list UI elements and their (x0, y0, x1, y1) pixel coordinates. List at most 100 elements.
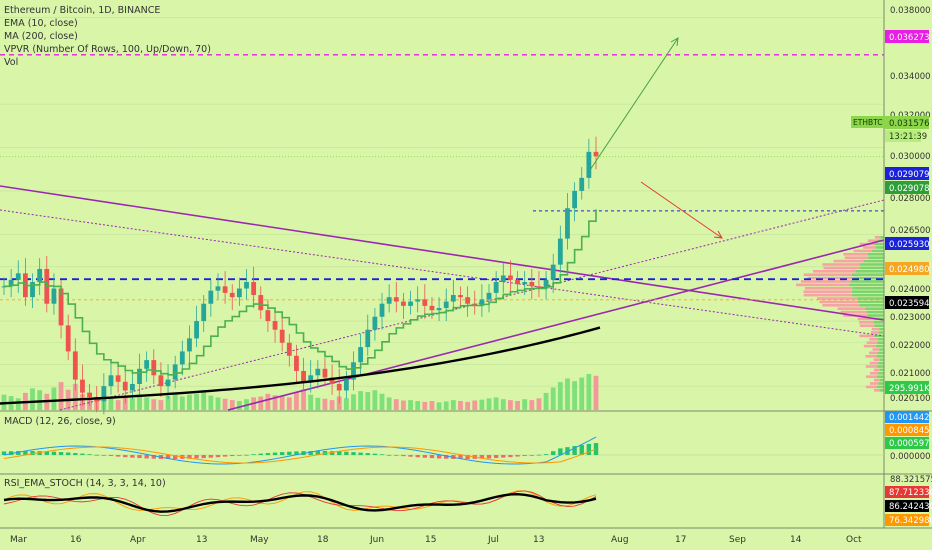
vpvr-bar-down (859, 321, 875, 324)
candle-body (443, 301, 449, 309)
candle-body (108, 375, 114, 387)
volume-bar (179, 396, 185, 410)
volume-bar (472, 400, 478, 410)
volume-bar (258, 396, 264, 410)
time-tick: Sep (729, 535, 746, 545)
symbol-title[interactable]: Ethereum / Bitcoin, 1D, BINANCE (4, 5, 160, 16)
target-badge-text: 0.036273 (889, 33, 930, 43)
macd-histogram-bar (329, 451, 335, 455)
volume-bar (215, 397, 221, 410)
volume-bar (515, 401, 520, 410)
time-tick: Aug (611, 535, 629, 545)
candle-body (151, 360, 157, 376)
candle-body (543, 279, 549, 289)
symbol-tag-text: ETHBTC (853, 118, 882, 127)
vpvr-bar-up (855, 270, 884, 273)
candle-body (158, 375, 164, 387)
rsi-pane (3, 490, 597, 516)
volume-bar (30, 388, 35, 410)
descending-trendline (0, 185, 885, 321)
candle-body (372, 316, 378, 330)
volume-bar (408, 400, 413, 410)
macd-histogram-bar (579, 444, 584, 455)
volume-bar (529, 400, 535, 410)
vpvr-bar-down (865, 365, 877, 368)
countdown-badge (885, 130, 921, 142)
macd-histogram-bar (222, 455, 228, 457)
candle-body (343, 379, 349, 391)
volume-bar (593, 375, 599, 410)
candle-body (80, 379, 85, 393)
volume-bar (115, 400, 121, 410)
macd-legend[interactable]: MACD (12, 26, close, 9) (4, 416, 116, 427)
vpvr-bar-up (878, 382, 884, 385)
last-price-text: 0.031576 (889, 119, 930, 129)
macd-histogram-bar (436, 455, 442, 459)
time-axis[interactable]: Mar 16 Apr 13 May 18 Jun 15 Jul 13 Aug 1… (10, 535, 862, 545)
volume-profile (796, 236, 884, 392)
rsi-legend[interactable]: RSI_EMA_STOCH (14, 3, 3, 14, 10) (4, 478, 166, 489)
candle-body (429, 305, 435, 311)
price-tick: 0.022000 (890, 341, 931, 351)
candle-body (486, 292, 492, 300)
legend-ma[interactable]: MA (200, close) (4, 31, 78, 42)
volume-bar (129, 398, 135, 410)
macd-histogram-bar (101, 455, 107, 456)
legend-vpvr[interactable]: VPVR (Number Of Rows, 100, Up/Down, 70) (4, 44, 211, 55)
grid-lines (0, 17, 884, 387)
macd-histogram-bar (465, 455, 470, 459)
vpvr-bar-down (822, 304, 860, 307)
volume-bar (236, 401, 242, 410)
macd-histogram-bar (30, 451, 35, 455)
candle-body (565, 208, 570, 239)
vpvr-bar-up (851, 293, 884, 297)
volume-bar (144, 397, 150, 410)
time-tick: 14 (790, 535, 802, 545)
candle-body (294, 355, 299, 371)
vpvr-bar-up (851, 290, 884, 293)
volume-bar (165, 396, 171, 410)
histogram-badge-text: 0.000597 (889, 439, 930, 449)
rsi-badge-orange-text: 76.342980 (889, 516, 932, 526)
macd-histogram-bar (429, 455, 435, 459)
ma-badge-text: 0.023594 (889, 299, 930, 309)
candle-body (315, 368, 321, 376)
symbol-tag (851, 116, 885, 128)
volume-bar (37, 390, 43, 410)
vpvr-bar-down (865, 375, 877, 378)
legend-ema[interactable]: EMA (10, close) (4, 18, 78, 29)
vpvr-bar-up (874, 242, 884, 246)
vpvr-bar-up (876, 375, 884, 378)
volume-bar (565, 378, 570, 410)
rsi-ema-line (3, 493, 597, 513)
candle-body (386, 297, 392, 304)
time-tick: 17 (675, 535, 686, 545)
candle-body (172, 364, 178, 380)
time-tick: Mar (10, 535, 27, 545)
macd-histogram-bar (265, 453, 271, 455)
time-tick: Apr (130, 535, 146, 545)
horizontal-badge-text: 0.024980 (889, 265, 930, 275)
volume-bar (51, 387, 57, 410)
countdown-text: 13:21:39 (889, 132, 927, 142)
volume-bar (479, 399, 485, 410)
legend-vol[interactable]: Vol (4, 57, 18, 68)
volume-bar (272, 395, 278, 410)
macd-histogram-bar (123, 455, 128, 458)
macd-histogram-bar (515, 455, 520, 457)
vpvr-bar-up (875, 344, 884, 348)
vpvr-bar-down (857, 317, 874, 321)
candle-body (272, 321, 278, 330)
vpvr-bar-up (876, 385, 884, 389)
time-tick: Jul (487, 535, 499, 545)
vpvr-bar-down (796, 283, 849, 287)
candle-body (72, 351, 78, 380)
macd-histogram-bar (444, 455, 449, 459)
vpvr-bar-up (879, 358, 884, 361)
vpvr-bar-down (803, 273, 852, 276)
macd-histogram-bar (415, 455, 420, 458)
vpvr-bar-down (803, 290, 852, 293)
vpvr-bar-up (859, 263, 884, 266)
